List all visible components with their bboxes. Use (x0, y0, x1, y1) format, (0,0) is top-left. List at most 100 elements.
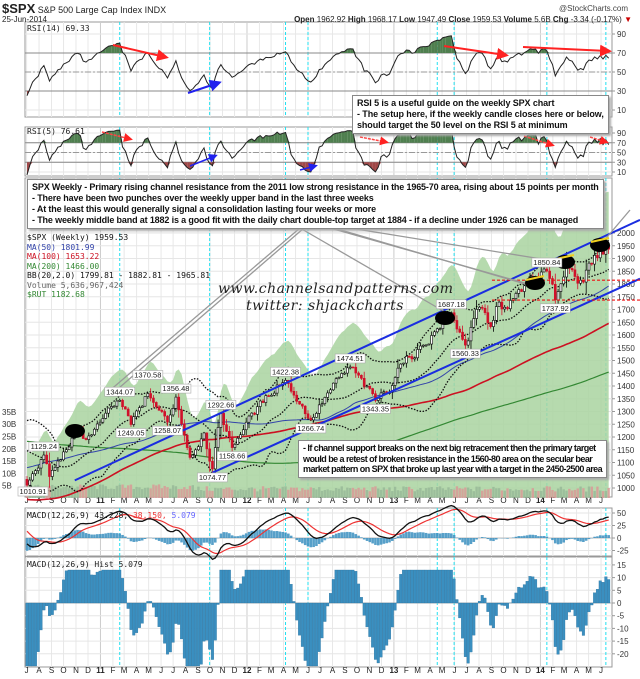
rsi14-legend: RSI(14) 69.33 (27, 24, 90, 33)
macd-hist-bar (405, 532, 408, 538)
legend-volume: Volume 5,636,967,424 (27, 280, 124, 290)
month-label: A (476, 496, 482, 505)
price-tick-label: 1900 (617, 255, 635, 264)
macd-hist-bar (548, 602, 552, 605)
candle-body (553, 283, 557, 301)
candle-body (62, 451, 65, 461)
candle-body (464, 339, 467, 346)
month-label: A (574, 496, 580, 505)
rsi5-tick-label: 50 (617, 149, 626, 158)
candle-body (132, 416, 136, 425)
price-label-text: 1292.66 (207, 400, 234, 409)
volume-bar (233, 489, 237, 498)
ohlc-summary: Open 1962.92 High 1968.17 Low 1947.49 Cl… (294, 15, 632, 24)
macd-hist-bar (492, 602, 495, 629)
macd-hist-bar (233, 589, 237, 604)
volume-bar (348, 488, 352, 498)
volume-bar (51, 484, 54, 498)
macd-hist-bar (593, 592, 597, 604)
volume-bar (590, 486, 594, 498)
note-line: - At the least this would generally sign… (32, 204, 376, 214)
volume-bar (545, 486, 549, 498)
candle-body (396, 367, 400, 378)
volume-bar (93, 485, 96, 498)
macd-hist-bar (219, 569, 223, 604)
macd-hist-bar (542, 536, 546, 538)
month-label: J (159, 496, 163, 505)
month-label: A (330, 666, 336, 675)
rsi5-overbought-fill (263, 135, 266, 143)
volume-bar (492, 486, 495, 498)
macd-hist-legend: MACD(12,26,9) Hist 5.079 (27, 560, 143, 569)
month-label: N (73, 666, 79, 675)
rsi14-overbought-fill (434, 40, 438, 53)
legend-rut: $RUT 1182.68 (27, 290, 85, 299)
candle-body (208, 448, 211, 462)
macd-hist-bar (492, 538, 495, 542)
month-label: M (585, 666, 592, 675)
candle-body (354, 366, 358, 374)
candle-body (419, 345, 422, 350)
macd-hist-bar (551, 538, 554, 541)
macd-hist-bar (480, 595, 484, 604)
macd-hist-bar (154, 602, 158, 617)
volume-bar (436, 487, 439, 498)
macd-hist-bar (461, 538, 464, 543)
macd-hist-bar (449, 569, 453, 604)
macd-hist-bar (314, 602, 318, 667)
candle-body (272, 392, 276, 396)
macd-hist-bar (567, 602, 571, 613)
macd-hist-bar (230, 535, 234, 538)
volume-bar (475, 486, 478, 498)
legend-hist-value: 5.079 (171, 511, 196, 520)
candle-body (559, 283, 563, 292)
macd-hist-bar (494, 538, 498, 540)
volume-bar (242, 489, 245, 498)
macd-hist-bar (362, 538, 366, 540)
macd-hist-bar (421, 532, 425, 538)
macd-hist-bar (171, 538, 175, 543)
macd-hist-bar (309, 538, 313, 548)
volume-bar (82, 485, 85, 498)
hist-tick-label: 10 (617, 574, 626, 583)
macd-hist-bar (556, 538, 560, 545)
macd-hist-bar (166, 602, 169, 655)
volume-bar (379, 489, 383, 498)
macd-hist-bar (109, 569, 113, 604)
price-label-box (132, 370, 164, 380)
volume-bar (332, 490, 335, 498)
macd-hist-bar (379, 602, 383, 658)
macd-hist-bar (365, 602, 369, 628)
macd-tick-label: 25 (617, 522, 626, 531)
macd-hist-bar (581, 602, 585, 636)
volume-bar (363, 487, 366, 498)
macd-hist-bar (345, 569, 349, 604)
volume-bar (405, 486, 408, 498)
macd-hist-bar (247, 531, 251, 538)
volume-bar (225, 487, 228, 498)
macd-hist-bar (382, 602, 386, 651)
macd-hist-bar (320, 602, 324, 639)
volume-bar (596, 486, 599, 498)
volume-bar (129, 484, 133, 498)
candle-body (458, 328, 462, 333)
macd-hist-bar (28, 538, 32, 550)
macd-hist-bar (267, 569, 271, 604)
candle-body (31, 473, 34, 481)
rsi14-overbought-fill (420, 46, 424, 53)
macd-hist-bar (553, 538, 557, 544)
macd-hist-bar (64, 570, 68, 604)
price-label: 1266.74 (295, 423, 327, 434)
macd-hist-bar (253, 530, 256, 538)
month-label: A (134, 496, 140, 505)
month-label: A (476, 666, 482, 675)
watermark-twitter: twitter: shjackcharts (246, 298, 404, 314)
volume-bar (200, 489, 203, 498)
macd-hist-bar (157, 538, 161, 541)
price-label-box (216, 451, 248, 461)
volume-bar (270, 487, 273, 498)
macd-hist-bar (329, 593, 332, 604)
rsi5-overbought-fill (344, 130, 348, 143)
volume-bar (601, 491, 605, 498)
candle-body (374, 393, 377, 401)
